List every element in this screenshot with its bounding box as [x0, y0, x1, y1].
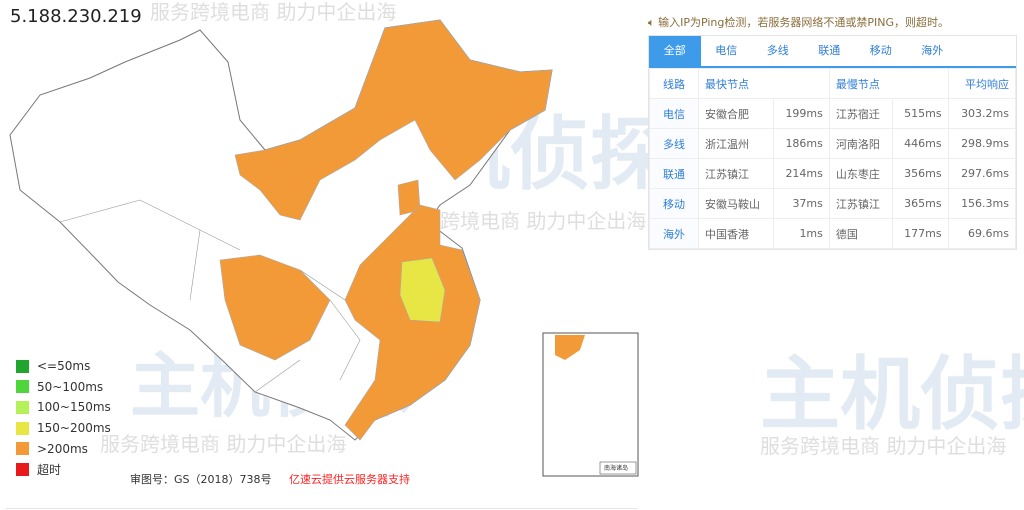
- header-fastest: 最快节点: [698, 68, 830, 99]
- cell-slowest-ms: 446ms: [891, 128, 949, 159]
- cell-fastest-ms: 1ms: [773, 218, 830, 249]
- cell-slowest-node: 德国: [828, 218, 893, 249]
- cell-average-ms: 298.9ms: [947, 128, 1017, 159]
- table-row: 移动 安徽马鞍山 37ms 江苏镇江 365ms 156.3ms: [649, 188, 1017, 219]
- cell-fastest-ms: 199ms: [773, 98, 830, 129]
- cell-fastest-node: 安徽马鞍山: [697, 188, 775, 219]
- legend-item: 超时: [16, 459, 111, 480]
- ping-note: 🔈︎ 输入IP为Ping检测，若服务器网络不通或禁PING，则超时。: [648, 16, 950, 29]
- table-row: 联通 江苏镇江 214ms 山东枣庄 356ms 297.6ms: [649, 158, 1017, 189]
- cell-line: 多线: [649, 128, 699, 159]
- cell-slowest-node: 江苏镇江: [828, 188, 893, 219]
- region-northeast: [234, 19, 553, 221]
- cell-fastest-node: 安徽合肥: [697, 98, 775, 129]
- china-ping-map: 南海诸岛: [9, 19, 639, 477]
- cell-slowest-ms: 515ms: [891, 98, 949, 129]
- cell-line: 电信: [649, 98, 699, 129]
- latency-legend: <=50ms 50~100ms 100~150ms 150~200ms >200…: [16, 356, 111, 480]
- cell-average-ms: 303.2ms: [947, 98, 1017, 129]
- cell-slowest-node: 河南洛阳: [828, 128, 893, 159]
- cell-fastest-ms: 37ms: [773, 188, 830, 219]
- cell-average-ms: 69.6ms: [947, 218, 1017, 249]
- cell-slowest-node: 山东枣庄: [828, 158, 893, 189]
- province-borders: [59, 199, 361, 393]
- cell-line: 联通: [649, 158, 699, 189]
- divider: [6, 508, 638, 509]
- legend-item: 50~100ms: [16, 377, 111, 398]
- tab-unicom[interactable]: 联通: [818, 44, 841, 57]
- isp-tabs: 全部 电信 多线 联通 移动 海外: [649, 36, 1016, 68]
- cell-fastest-node: 中国香港: [697, 218, 775, 249]
- legend-item: 150~200ms: [16, 418, 111, 439]
- cell-line: 海外: [649, 218, 699, 249]
- speaker-icon: 🔈︎: [648, 16, 659, 29]
- legend-item: <=50ms: [16, 356, 111, 377]
- tab-overseas[interactable]: 海外: [921, 44, 944, 57]
- cell-slowest-ms: 365ms: [891, 188, 949, 219]
- table-row: 海外 中国香港 1ms 德国 177ms 69.6ms: [649, 218, 1017, 249]
- cell-fastest-ms: 214ms: [773, 158, 830, 189]
- region-east: [344, 204, 481, 441]
- tab-multiline[interactable]: 多线: [766, 44, 789, 57]
- watermark-slogan: 服务跨境电商 助力中企出海: [760, 434, 1007, 458]
- region-anhui: [399, 257, 446, 323]
- ip-address: 5.188.230.219: [10, 6, 142, 27]
- table-row: 电信 安徽合肥 199ms 江苏宿迁 515ms 303.2ms: [649, 98, 1017, 129]
- cell-line: 移动: [649, 188, 699, 219]
- cell-average-ms: 297.6ms: [947, 158, 1017, 189]
- ping-summary-table: 线路 最快节点 最慢节点 平均响应 电信 安徽合肥 199ms 江苏宿迁 515ms 30…: [649, 68, 1017, 249]
- cell-fastest-node: 浙江温州: [697, 128, 775, 159]
- tab-all[interactable]: 全部: [649, 36, 701, 66]
- header-average: 平均响应: [947, 68, 1017, 99]
- provider-link[interactable]: 亿速云提供云服务器支持: [289, 473, 410, 486]
- ping-summary-panel: 全部 电信 多线 联通 移动 海外 线路 最快节点 最慢节点 平均响应 电信 安徽…: [648, 35, 1017, 250]
- header-slowest: 最慢节点: [828, 68, 949, 99]
- region-sichuan: [219, 254, 331, 361]
- legend-item: 100~150ms: [16, 397, 111, 418]
- cell-slowest-ms: 177ms: [891, 218, 949, 249]
- cell-fastest-ms: 186ms: [773, 128, 830, 159]
- header-line: 线路: [649, 68, 699, 99]
- map-approval-number: 审图号：GS（2018）738号: [130, 473, 272, 486]
- cell-fastest-node: 江苏镇江: [697, 158, 775, 189]
- table-header: 线路 最快节点 最慢节点 平均响应: [649, 68, 1017, 99]
- inset-label: 南海诸岛: [604, 464, 628, 472]
- table-row: 多线 浙江温州 186ms 河南洛阳 446ms 298.9ms: [649, 128, 1017, 159]
- south-china-sea-inset: 南海诸岛: [542, 332, 639, 477]
- cell-slowest-ms: 356ms: [891, 158, 949, 189]
- tab-telecom[interactable]: 电信: [715, 44, 738, 57]
- tab-mobile[interactable]: 移动: [869, 44, 892, 57]
- cell-slowest-node: 江苏宿迁: [828, 98, 893, 129]
- legend-item: >200ms: [16, 438, 111, 459]
- watermark-brand: 主机侦探: [760, 348, 1024, 441]
- cell-average-ms: 156.3ms: [947, 188, 1017, 219]
